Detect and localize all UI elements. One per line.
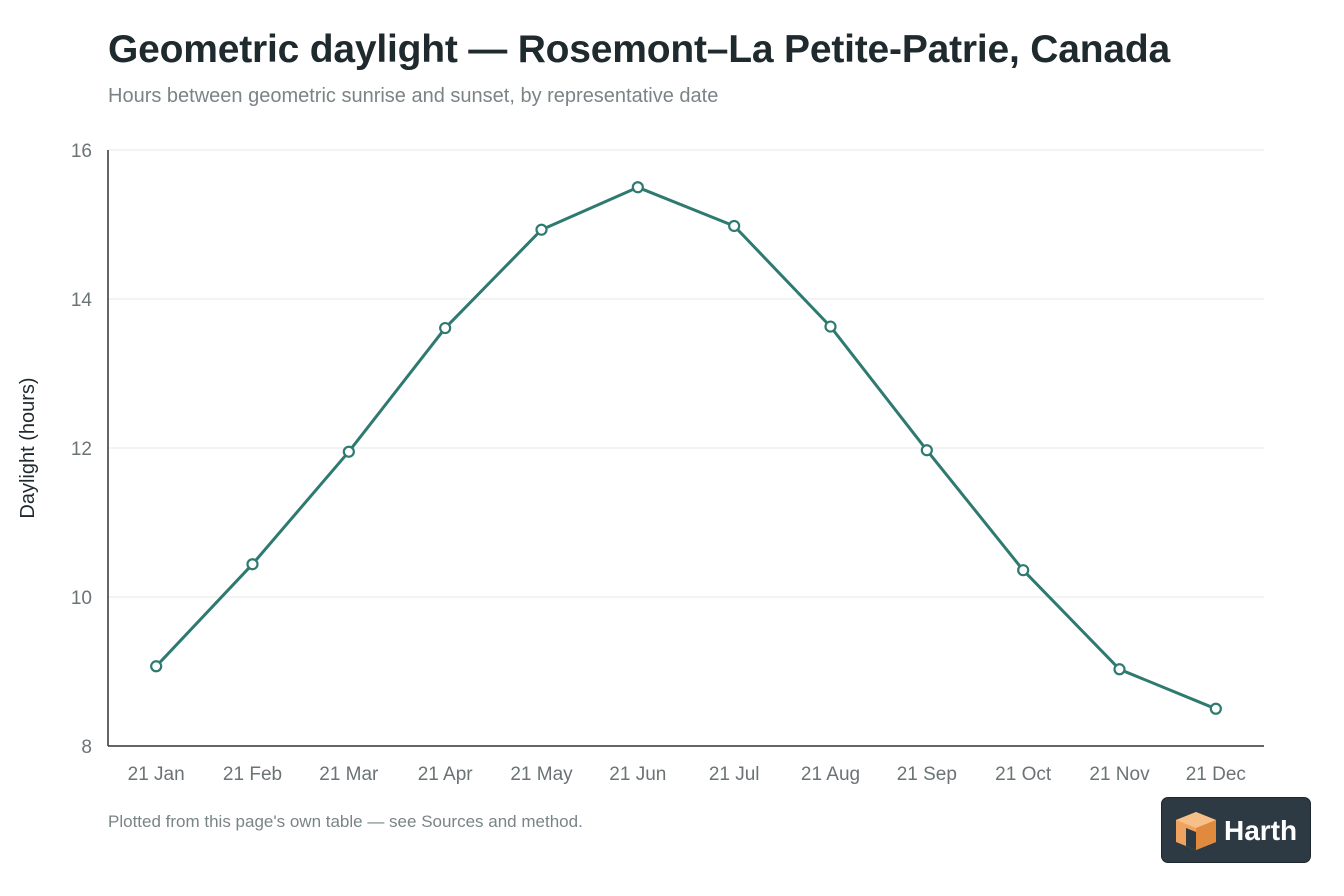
data-point — [824, 320, 837, 333]
chart-subtitle: Hours between geometric sunrise and suns… — [108, 85, 719, 107]
x-tick-label: 21 Mar — [319, 764, 379, 785]
x-tick-label: 21 May — [510, 764, 573, 785]
data-point — [150, 660, 163, 673]
axes — [107, 150, 1264, 747]
x-tick-label: 21 Oct — [995, 764, 1052, 785]
series-line — [154, 185, 1218, 711]
data-point — [342, 445, 355, 458]
x-tick-label: 21 Jan — [128, 764, 185, 785]
x-tick-label: 21 Nov — [1089, 764, 1150, 785]
grid-lines — [108, 149, 1264, 598]
data-points — [150, 181, 1222, 715]
data-point — [1113, 663, 1126, 676]
y-tick-label: 14 — [71, 290, 93, 311]
y-tick-label: 8 — [81, 737, 92, 758]
data-point — [246, 558, 259, 571]
x-tick-label: 21 Sep — [897, 764, 957, 785]
y-axis-label: Daylight (hours) — [17, 377, 39, 518]
y-tick-label: 16 — [71, 141, 92, 162]
chart-title: Geometric daylight — Rosemont–La Petite-… — [108, 28, 1170, 71]
data-point — [1209, 702, 1222, 715]
x-tick-label: 21 Feb — [223, 764, 282, 785]
data-point — [1017, 564, 1030, 577]
y-tick-labels: 8 10 12 14 16 — [71, 141, 93, 758]
data-point — [728, 219, 741, 233]
x-tick-labels: 21 Jan 21 Feb 21 Mar 21 Apr 21 May 21 Jun 21 J… — [128, 764, 1246, 785]
x-tick-label: 21 Jun — [609, 764, 666, 785]
x-tick-label: 21 Dec — [1186, 764, 1246, 785]
footnote: Plotted from this page's own table — see… — [108, 812, 583, 831]
x-tick-label: 21 Apr — [418, 764, 474, 785]
data-point — [920, 444, 933, 457]
logo-text: Harth — [1224, 815, 1297, 846]
x-tick-label: 21 Jul — [709, 764, 760, 785]
y-tick-label: 12 — [71, 439, 92, 460]
data-point — [631, 181, 644, 194]
data-point — [439, 321, 452, 335]
cube-logo-icon — [1176, 812, 1216, 850]
y-tick-label: 10 — [71, 588, 92, 609]
brand-logo: Harth — [1162, 798, 1310, 862]
data-point — [535, 223, 548, 236]
series-line-group — [154, 185, 1218, 711]
x-tick-label: 21 Aug — [801, 764, 860, 785]
